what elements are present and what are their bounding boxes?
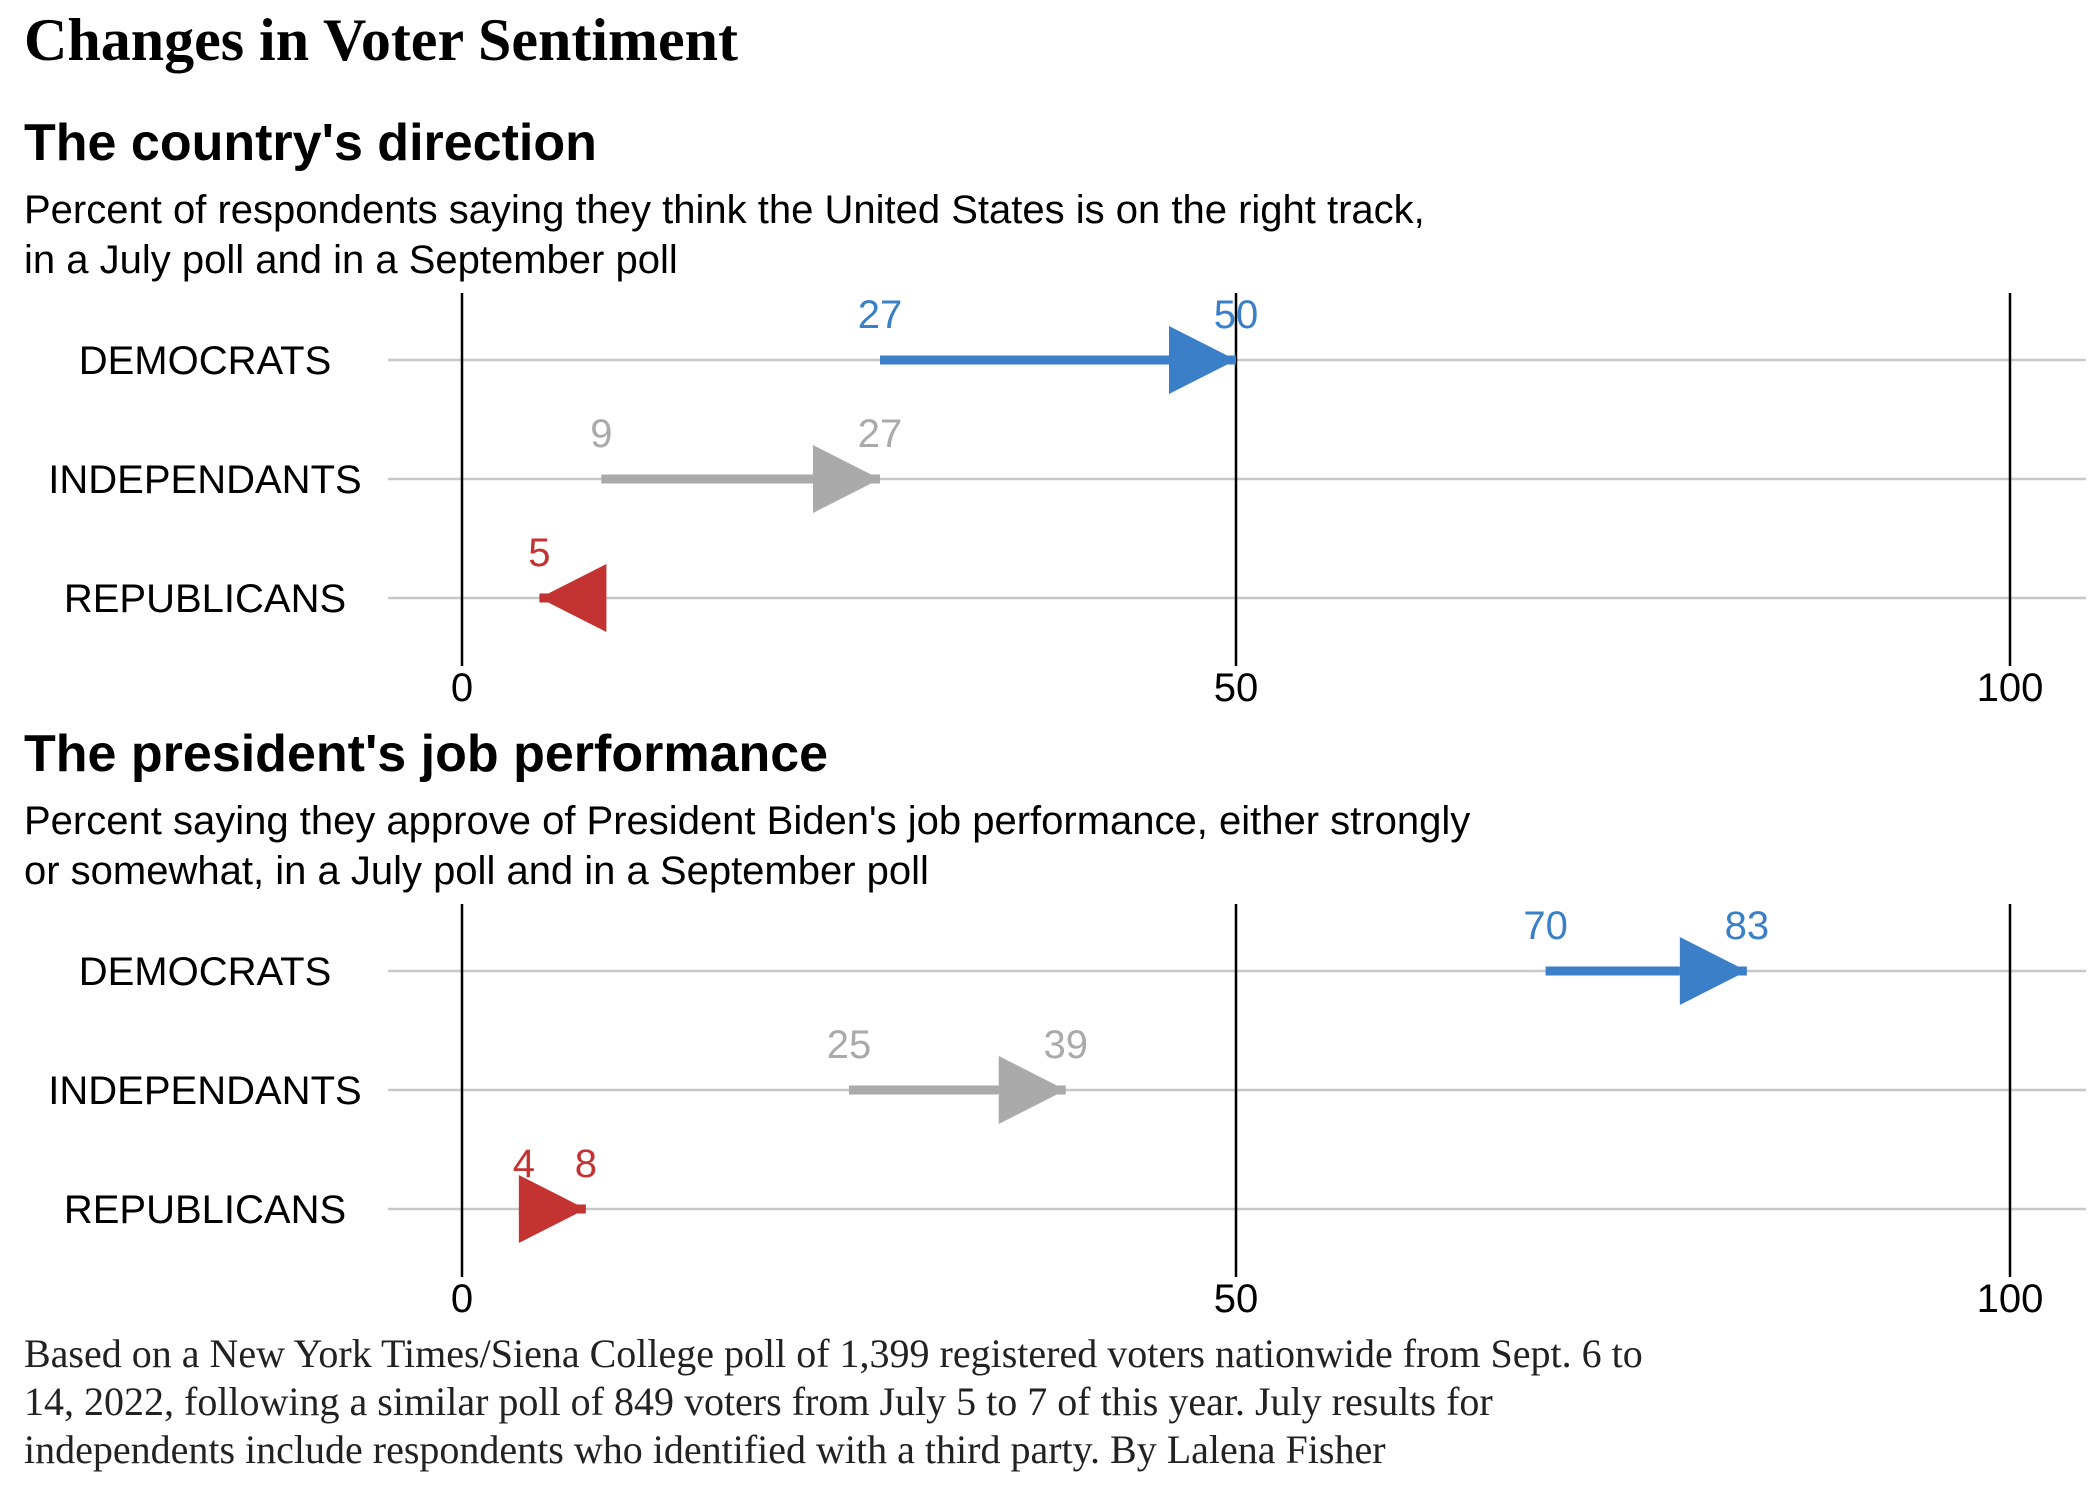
value-label-september: 27 <box>858 412 903 456</box>
row-label: REPUBLICANS <box>64 577 346 621</box>
caption-line: Based on a New York Times/Siena College … <box>24 1331 1643 1376</box>
subtitle-line: Percent of respondents saying they think… <box>24 188 1425 232</box>
value-label-july: 25 <box>827 1023 872 1067</box>
panel-country-direction: The country's direction Percent of respo… <box>0 113 2100 723</box>
x-tick-label: 0 <box>451 1277 473 1321</box>
caption: Based on a New York Times/Siena College … <box>24 1330 1643 1474</box>
panel-president-approval: The president's job performance Percent … <box>0 724 2100 1334</box>
panel-title: The country's direction <box>24 114 597 172</box>
x-tick-label: 50 <box>1214 1277 1259 1321</box>
arrow-head <box>812 445 880 513</box>
chart-country-direction: 0 50 100 DEMOCRATS 27 50 INDEPENDANTS 9 27 REPUBL… <box>48 293 2086 710</box>
subtitle-line: in a July poll and in a September poll <box>24 238 678 282</box>
panel-title: The president's job performance <box>24 725 829 783</box>
arrow-head <box>539 564 607 632</box>
value-label-july: 4 <box>513 1142 535 1186</box>
row-label: DEMOCRATS <box>79 339 332 383</box>
row-label: DEMOCRATS <box>79 950 332 994</box>
row-label: INDEPENDANTS <box>48 1069 361 1113</box>
row-label: REPUBLICANS <box>64 1188 346 1232</box>
caption-line: independents include respondents who ide… <box>24 1427 1386 1472</box>
main-title: Changes in Voter Sentiment <box>24 7 738 73</box>
x-tick-label: 50 <box>1214 666 1259 710</box>
x-tick-label: 0 <box>451 666 473 710</box>
arrow-head <box>998 1056 1066 1124</box>
arrow-head <box>1679 937 1747 1005</box>
subtitle-line: Percent saying they approve of President… <box>24 799 1471 843</box>
x-tick-label: 100 <box>1977 1277 2044 1321</box>
value-label-july: 9 <box>590 412 612 456</box>
arrow-head <box>1169 326 1236 394</box>
panel-subtitle: Percent of respondents saying they think… <box>24 185 1425 285</box>
arrow-head <box>518 1175 586 1243</box>
value-label-september: 8 <box>575 1142 597 1186</box>
value-label-september: 50 <box>1214 293 1259 337</box>
value-label-september: 39 <box>1043 1023 1088 1067</box>
panel-subtitle: Percent saying they approve of President… <box>24 796 1470 896</box>
value-label-september: 83 <box>1725 904 1770 948</box>
x-tick-label: 100 <box>1977 666 2044 710</box>
value-label: 5 <box>528 531 550 575</box>
row-label: INDEPENDANTS <box>48 458 361 502</box>
value-label-july: 27 <box>858 293 903 337</box>
subtitle-line: or somewhat, in a July poll and in a Sep… <box>24 849 929 893</box>
caption-line: 14, 2022, following a similar poll of 84… <box>24 1379 1493 1424</box>
value-label-july: 70 <box>1523 904 1568 948</box>
chart-president-approval: 0 50 100 DEMOCRATS 70 83 INDEPENDANTS 25 39 REPUB… <box>48 904 2086 1321</box>
